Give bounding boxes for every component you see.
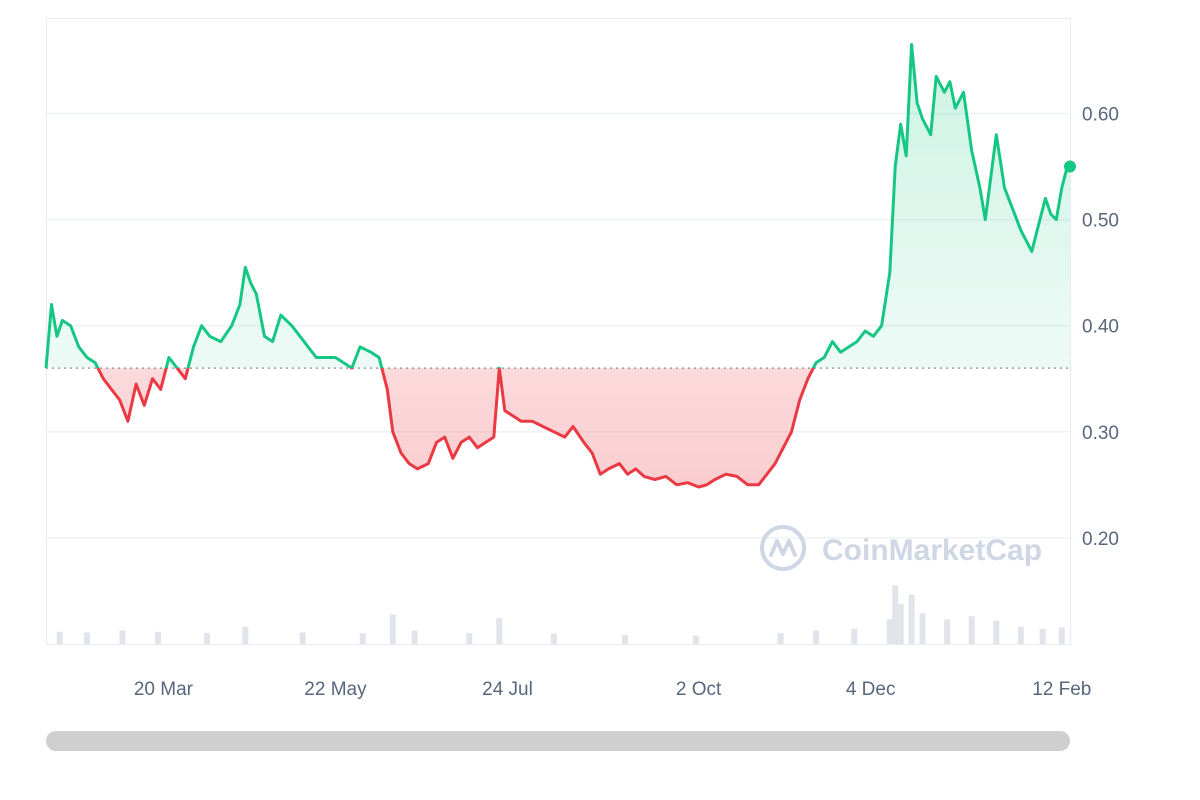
volume-bar bbox=[550, 633, 557, 644]
area-above-baseline bbox=[46, 44, 1070, 369]
coinmarketcap-logo-icon bbox=[760, 525, 806, 571]
volume-bar bbox=[411, 630, 418, 644]
volume-bar bbox=[621, 634, 628, 644]
volume-bar bbox=[968, 616, 975, 644]
x-tick-label: 4 Dec bbox=[846, 679, 896, 700]
y-tick-label: 0.30 bbox=[1082, 423, 1119, 444]
y-tick-label: 0.40 bbox=[1082, 317, 1119, 338]
price-line-above bbox=[44, 43, 1070, 369]
x-tick-label: 20 Mar bbox=[134, 679, 194, 700]
volume-bar bbox=[886, 619, 893, 644]
plot-frame bbox=[46, 18, 1071, 645]
x-axis: 20 Mar 22 May 24 Jul 2 Oct 4 Dec 12 Feb bbox=[134, 679, 1092, 700]
coinmarketcap-watermark: CoinMarketCap bbox=[760, 525, 1042, 571]
x-tick-label: 24 Jul bbox=[482, 679, 533, 700]
volume-bar bbox=[1058, 627, 1065, 644]
x-tick-label: 12 Feb bbox=[1032, 679, 1091, 700]
volume-bar bbox=[359, 633, 366, 644]
y-axis: 0.60 0.50 0.40 0.30 0.20 bbox=[1082, 104, 1119, 549]
volume-bar bbox=[466, 633, 473, 644]
volume-bar bbox=[777, 633, 784, 644]
volume-bar bbox=[692, 635, 699, 644]
volume-bar bbox=[242, 626, 249, 644]
volume-bar bbox=[389, 614, 396, 644]
volume-bar bbox=[154, 631, 161, 644]
volume-bar bbox=[83, 632, 90, 644]
y-tick-label: 0.60 bbox=[1082, 104, 1119, 125]
volume-bar bbox=[908, 594, 915, 644]
x-tick-label: 22 May bbox=[304, 679, 367, 700]
area-below-baseline bbox=[97, 368, 814, 487]
watermark-text: CoinMarketCap bbox=[822, 534, 1042, 567]
volume-bar bbox=[204, 633, 211, 644]
volume-bar bbox=[993, 620, 1000, 644]
volume-bar bbox=[299, 632, 306, 644]
volume-bar bbox=[813, 630, 820, 644]
x-tick-label: 2 Oct bbox=[676, 679, 722, 700]
volume-bar bbox=[944, 619, 951, 644]
volume-bar bbox=[851, 628, 858, 644]
price-line-below bbox=[46, 368, 815, 489]
volume-bar bbox=[1039, 628, 1046, 644]
volume-bar bbox=[892, 585, 899, 644]
volume-bar bbox=[919, 613, 926, 644]
volume-bar bbox=[496, 618, 503, 644]
y-tick-label: 0.50 bbox=[1082, 211, 1119, 232]
y-tick-label: 0.20 bbox=[1082, 529, 1119, 550]
current-price-dot[interactable] bbox=[1064, 160, 1076, 173]
volume-bar bbox=[1017, 626, 1024, 644]
volume-bar bbox=[56, 631, 63, 644]
chart-range-scrollbar[interactable] bbox=[46, 731, 1070, 751]
volume-bars bbox=[56, 585, 1065, 644]
volume-bar bbox=[119, 630, 126, 644]
volume-bar bbox=[897, 603, 904, 644]
